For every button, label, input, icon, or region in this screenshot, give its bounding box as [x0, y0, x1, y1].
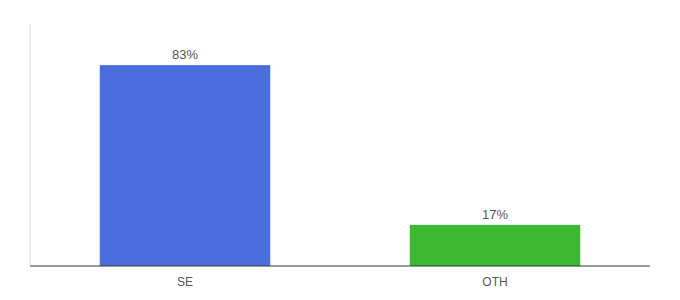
chart: 83% 17% SE OTH	[0, 0, 680, 300]
data-label: 17%	[482, 207, 508, 222]
y-axis-line	[30, 24, 31, 266]
bar	[410, 225, 581, 266]
x-axis-line	[30, 266, 650, 267]
data-label: 83%	[172, 47, 198, 62]
bars	[100, 65, 581, 266]
x-tick-label: OTH	[482, 275, 507, 289]
chart-container: 83% 17% SE OTH	[0, 0, 680, 300]
x-tick-label: SE	[177, 275, 193, 289]
bar	[100, 65, 271, 266]
